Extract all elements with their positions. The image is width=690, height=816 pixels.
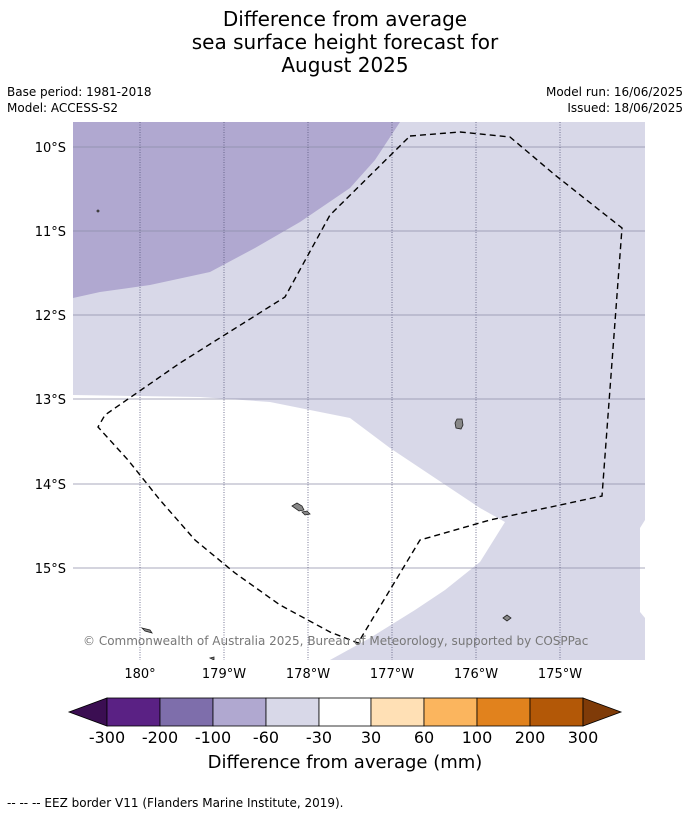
meta-left: Base period: 1981-2018 Model: ACCESS-S2 <box>7 84 152 116</box>
colorbar-ticks: -300 -200 -100 -60 -30 30 60 100 200 300 <box>0 728 690 748</box>
colorbar-tick-200: 200 <box>514 728 546 747</box>
anomaly-region-minus30-30 <box>73 395 505 660</box>
island-east <box>454 418 464 430</box>
colorbar-bin-7 <box>423 697 478 727</box>
colorbar-under-arrow <box>67 697 108 727</box>
colorbar-bin-2 <box>159 697 214 727</box>
colorbar-bin-4 <box>265 697 320 727</box>
eez-footnote: -- -- -- EEZ border V11 (Flanders Marine… <box>7 796 344 810</box>
lat-label-15s: 15°S <box>35 562 66 577</box>
colorbar-bin-1 <box>106 697 161 727</box>
colorbar-bin-6 <box>370 697 425 727</box>
lon-label-175w: 175°W <box>538 667 582 682</box>
copyright-notice: © Commonwealth of Australia 2025, Bureau… <box>83 634 588 648</box>
island-west-2 <box>301 510 311 516</box>
island-dot <box>96 209 100 213</box>
colorbar-tick-minus200: -200 <box>141 728 179 747</box>
island-south <box>140 627 153 634</box>
island-southeast <box>502 614 512 622</box>
lon-label-179w: 179°W <box>202 667 246 682</box>
lon-label-178w: 178°W <box>286 667 330 682</box>
lon-label-177w: 177°W <box>370 667 414 682</box>
lon-label-180: 180° <box>124 667 155 682</box>
lat-labels: 10°S 11°S 12°S 13°S 14°S 15°S <box>35 141 66 577</box>
colorbar-tick-30: 30 <box>360 728 382 747</box>
colorbar-bin-9 <box>529 697 584 727</box>
island-west <box>291 502 305 512</box>
colorbar-tick-minus60: -60 <box>252 728 280 747</box>
title-line-2: sea surface height forecast for <box>191 30 499 54</box>
colorbar-tick-minus100: -100 <box>194 728 232 747</box>
island-south-2 <box>208 656 215 660</box>
map: 10°S 11°S 12°S 13°S 14°S 15°S 180° 179°W… <box>35 122 645 682</box>
model-run: Model run: 16/06/2025 <box>545 85 683 99</box>
lat-label-10s: 10°S <box>35 141 66 156</box>
colorbar-tick-300: 300 <box>567 728 599 747</box>
title-line-3: August 2025 <box>281 53 409 77</box>
colorbar-over-arrow <box>582 697 623 727</box>
anomaly-region-edge <box>640 520 645 618</box>
chart-title: Difference from average sea surface heig… <box>0 8 690 77</box>
colorbar <box>67 697 623 727</box>
lon-gridlines <box>139 122 561 660</box>
lat-label-14s: 14°S <box>35 478 66 493</box>
colorbar-bin-3 <box>212 697 267 727</box>
lat-gridlines <box>73 146 645 569</box>
lon-labels: 180° 179°W 178°W 177°W 176°W 175°W <box>124 667 582 682</box>
colorbar-tick-100: 100 <box>461 728 493 747</box>
colorbar-bin-8 <box>476 697 531 727</box>
model-name: Model: ACCESS-S2 <box>7 101 119 115</box>
colorbar-tick-60: 60 <box>413 728 435 747</box>
anomaly-region-minus100-minus60 <box>73 122 400 298</box>
colorbar-bin-5 <box>318 697 372 727</box>
title-line-1: Difference from average <box>222 7 468 31</box>
colorbar-tick-minus300: -300 <box>88 728 126 747</box>
colorbar-label: Difference from average (mm) <box>207 752 483 773</box>
islands <box>96 209 512 660</box>
meta-right: Model run: 16/06/2025 Issued: 18/06/2025 <box>546 84 683 116</box>
lat-label-12s: 12°S <box>35 309 66 324</box>
issued-date: Issued: 18/06/2025 <box>567 101 683 115</box>
lat-label-11s: 11°S <box>35 225 66 240</box>
lon-label-176w: 176°W <box>454 667 498 682</box>
colorbar-tick-minus30: -30 <box>305 728 333 747</box>
base-period: Base period: 1981-2018 <box>7 85 152 99</box>
lat-label-13s: 13°S <box>35 393 66 408</box>
map-plot-area <box>73 122 645 660</box>
